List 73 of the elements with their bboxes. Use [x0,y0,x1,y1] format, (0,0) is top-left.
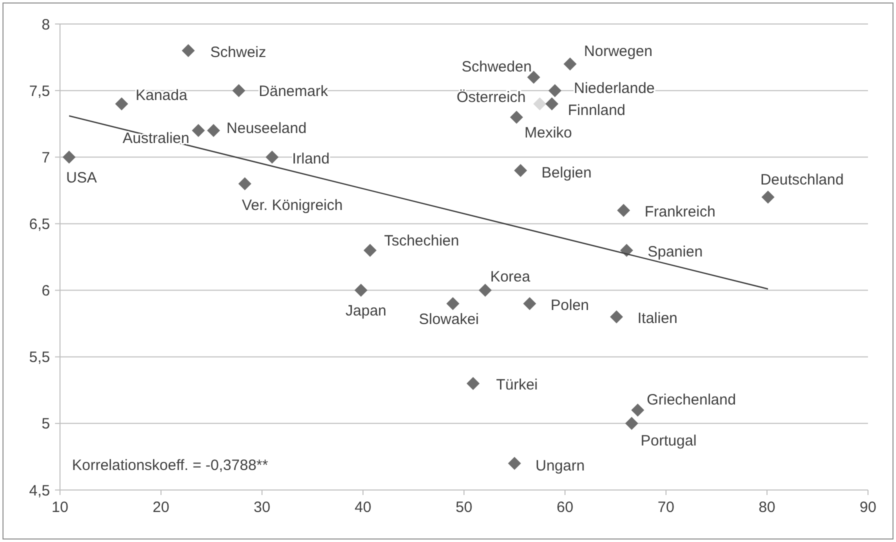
point [266,150,279,164]
x-tick-label: 80 [758,499,776,516]
annotation: Ver. Königreich [242,197,343,214]
point [625,416,638,430]
point [182,44,195,58]
annotation: Schweiz [210,44,266,61]
annotation: Schweden [462,58,532,76]
annotation: Kanada [136,87,188,104]
point [62,150,76,164]
point [631,404,644,417]
x-tick-label: 40 [354,499,372,516]
point [514,164,528,177]
x-tick-label: 70 [658,499,674,516]
y-tick-label: 5,5 [29,349,50,366]
annotation: Irland [292,150,330,168]
annotation: Korrelationskoeff. = -0,3788** [72,457,268,474]
annotation: Korea [490,268,531,286]
annotation: Slowakei [418,310,479,328]
annotation: Türkei [496,376,538,394]
point [115,97,128,110]
y-tick-label: 5 [42,416,50,433]
annotation: Ungarn [536,458,585,475]
y-tick-label: 8 [42,16,50,34]
point [508,456,521,470]
annotation: Belgien [542,164,592,182]
y-tick-label: 6,5 [29,216,50,233]
annotation: Mexiko [524,124,572,142]
annotation: Deutschland [760,171,844,188]
point [510,110,524,124]
annotation: Niederlande [574,80,655,97]
annotation: Portugal [640,432,697,450]
annotation: Tschechien [384,232,460,250]
annotation: Griechenland [646,391,736,408]
y-tick-label: 6 [42,282,50,300]
point [545,97,558,110]
x-tick-label: 50 [456,499,472,516]
point [446,297,460,310]
x-tick-label: 90 [860,499,876,516]
point [610,310,624,324]
annotation: USA [66,169,97,186]
annotation: Spanien [648,244,703,261]
point [620,244,634,257]
annotation: Frankreich [644,204,716,221]
point [523,297,536,310]
point [478,284,492,297]
annotation: Finnland [568,102,626,120]
annotation: Polen [550,296,590,314]
point [232,84,246,98]
annotation: Neuseeland [226,120,307,137]
annotation: Japan [346,302,386,320]
point [354,284,368,297]
point [564,57,577,70]
y-tick-label: 4,5 [29,482,50,500]
x-tick-label: 60 [556,499,574,516]
point [527,70,540,84]
x-tick-label: 30 [254,499,270,516]
annotation: Österreich [456,89,526,106]
point [762,190,775,204]
point [207,124,220,138]
x-tick-label: 20 [152,499,170,516]
annotation: Dänemark [258,82,328,100]
point [364,244,377,257]
y-tick-label: 7 [42,149,50,166]
point [617,204,630,217]
point [238,177,252,190]
point [533,97,546,110]
annotation: Norwegen [584,43,652,60]
point [192,124,205,138]
annotation: Italien [638,310,678,328]
point [466,376,480,390]
y-tick-label: 7,5 [29,82,50,100]
x-tick-label: 10 [52,499,68,516]
point [548,84,562,98]
